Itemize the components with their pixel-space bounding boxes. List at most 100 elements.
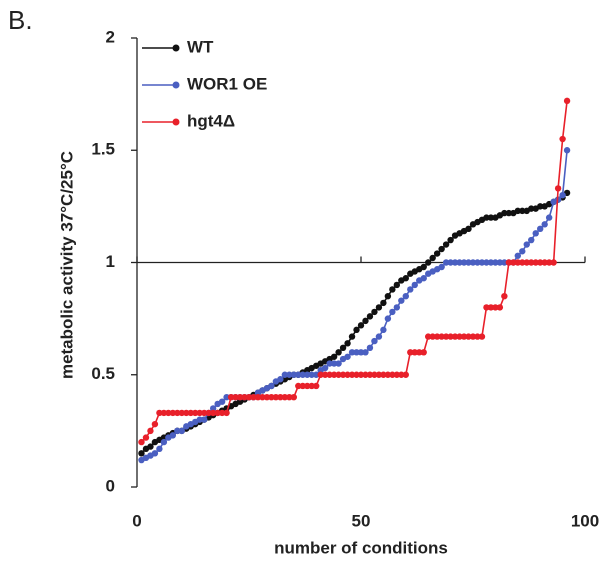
data-point [174,427,181,435]
data-point [268,394,275,401]
series-line [140,100,568,443]
data-point [528,236,535,244]
data-point [366,371,374,378]
y-tick-label: 1.5 [91,140,115,159]
data-point [519,248,526,255]
data-point [187,409,194,417]
data-point [465,333,472,340]
data-point [420,275,427,282]
data-point [147,427,154,435]
data-point [407,286,414,293]
data-point [501,259,508,266]
data-point [420,263,427,271]
data-point [272,394,280,401]
data-point [442,259,450,266]
data-point [308,371,315,378]
data-point [398,297,405,304]
data-point [160,438,168,446]
data-point [492,304,499,311]
data-point [339,371,347,378]
panel-label: B. [8,5,33,35]
data-point [447,236,454,244]
data-point [411,281,418,289]
data-point [492,259,499,266]
data-point [523,241,530,248]
y-tick-label: 0 [106,476,115,495]
data-point [192,409,199,417]
data-point [299,382,306,390]
data-point [250,394,257,401]
data-point [156,409,163,417]
legend-label: hgt4Δ [187,111,235,130]
data-point [519,207,526,215]
data-point [389,371,396,378]
data-point [429,333,436,340]
data-point [514,207,521,215]
data-point [478,259,486,266]
data-point [232,394,239,401]
data-point [362,349,369,356]
data-point [411,349,418,356]
data-point [505,259,513,266]
data-point [330,353,338,360]
data-point [357,371,365,378]
data-point [281,371,289,378]
data-point [223,394,230,401]
data-point [178,427,185,435]
data-point [344,371,351,378]
data-point [290,371,297,378]
legend-label: WOR1 OE [187,74,267,93]
data-point [348,371,356,378]
data-point [348,333,356,340]
data-point [330,360,338,367]
data-point [339,344,347,352]
data-point [451,259,459,266]
x-tick-label: 100 [571,511,599,530]
data-point [402,371,409,378]
y-tick-label: 0.5 [91,364,115,383]
legend-marker [172,118,180,126]
data-point [353,326,360,334]
data-point [357,349,365,356]
data-point [447,333,454,340]
data-point [380,371,387,378]
data-point [523,259,530,266]
data-point [420,349,427,356]
data-point [474,259,481,266]
data-point [469,259,477,266]
data-point [344,353,351,360]
data-point [321,371,329,378]
data-point [138,450,145,457]
data-point [442,333,450,340]
data-point [442,241,450,248]
data-point [138,438,145,446]
x-tick-label: 50 [352,511,371,530]
data-point [483,214,490,221]
data-point [465,225,472,233]
data-point [438,245,445,253]
data-point [304,382,311,390]
data-point [545,214,553,221]
data-point [259,394,266,401]
data-point [537,203,544,210]
y-tick-label: 2 [106,27,115,46]
data-point [326,371,333,378]
x-tick-label: 0 [132,511,141,530]
data-point [142,434,150,441]
data-point [505,209,513,217]
data-point [353,371,360,378]
data-point [425,259,432,266]
data-point [277,394,284,401]
data-point [384,371,392,378]
y-axis-label: metabolic activity 37°C/25°C [57,151,76,379]
data-point [335,371,342,378]
data-point [366,344,374,352]
data-point [196,409,203,417]
data-point [304,371,311,378]
data-point [223,409,230,417]
data-point [353,349,360,356]
data-point [393,371,401,378]
data-point [447,259,454,266]
data-point [371,308,378,316]
